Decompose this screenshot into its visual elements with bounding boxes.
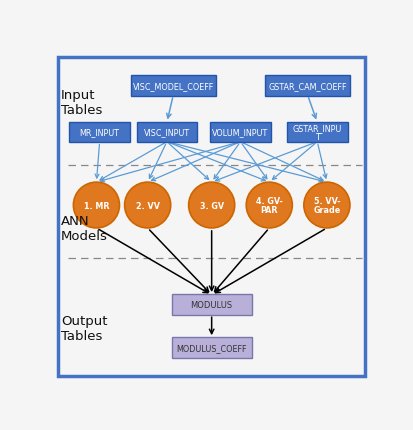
FancyBboxPatch shape [172, 295, 252, 315]
FancyBboxPatch shape [137, 123, 197, 143]
Ellipse shape [74, 183, 119, 228]
Text: VISC_INPUT: VISC_INPUT [144, 128, 190, 137]
Ellipse shape [189, 183, 235, 228]
Text: ANN
Models: ANN Models [61, 215, 108, 243]
FancyBboxPatch shape [287, 123, 347, 143]
Text: 3. GV: 3. GV [199, 201, 224, 210]
Text: GSTAR_INPU
T: GSTAR_INPU T [292, 123, 342, 142]
FancyBboxPatch shape [210, 123, 271, 143]
Text: GSTAR_CAM_COEFF: GSTAR_CAM_COEFF [268, 82, 347, 91]
Text: 4. GV-
PAR: 4. GV- PAR [256, 196, 282, 215]
Text: MODULUS: MODULUS [191, 301, 233, 309]
Ellipse shape [304, 183, 350, 228]
Text: MR_INPUT: MR_INPUT [80, 128, 120, 137]
Text: VOLUM_INPUT: VOLUM_INPUT [212, 128, 268, 137]
Ellipse shape [125, 183, 171, 228]
FancyBboxPatch shape [266, 76, 350, 97]
Text: MODULUS_COEFF: MODULUS_COEFF [176, 344, 247, 353]
Text: Output
Tables: Output Tables [61, 314, 108, 342]
FancyBboxPatch shape [69, 123, 130, 143]
FancyBboxPatch shape [131, 76, 216, 97]
FancyBboxPatch shape [58, 58, 366, 376]
Text: VISC_MODEL_COEFF: VISC_MODEL_COEFF [133, 82, 214, 91]
FancyBboxPatch shape [172, 338, 252, 358]
Text: 1. MR: 1. MR [84, 201, 109, 210]
Ellipse shape [246, 183, 292, 228]
Text: 2. VV: 2. VV [135, 201, 160, 210]
Text: Input
Tables: Input Tables [61, 89, 102, 117]
Text: 5. VV-
Grade: 5. VV- Grade [313, 196, 340, 215]
